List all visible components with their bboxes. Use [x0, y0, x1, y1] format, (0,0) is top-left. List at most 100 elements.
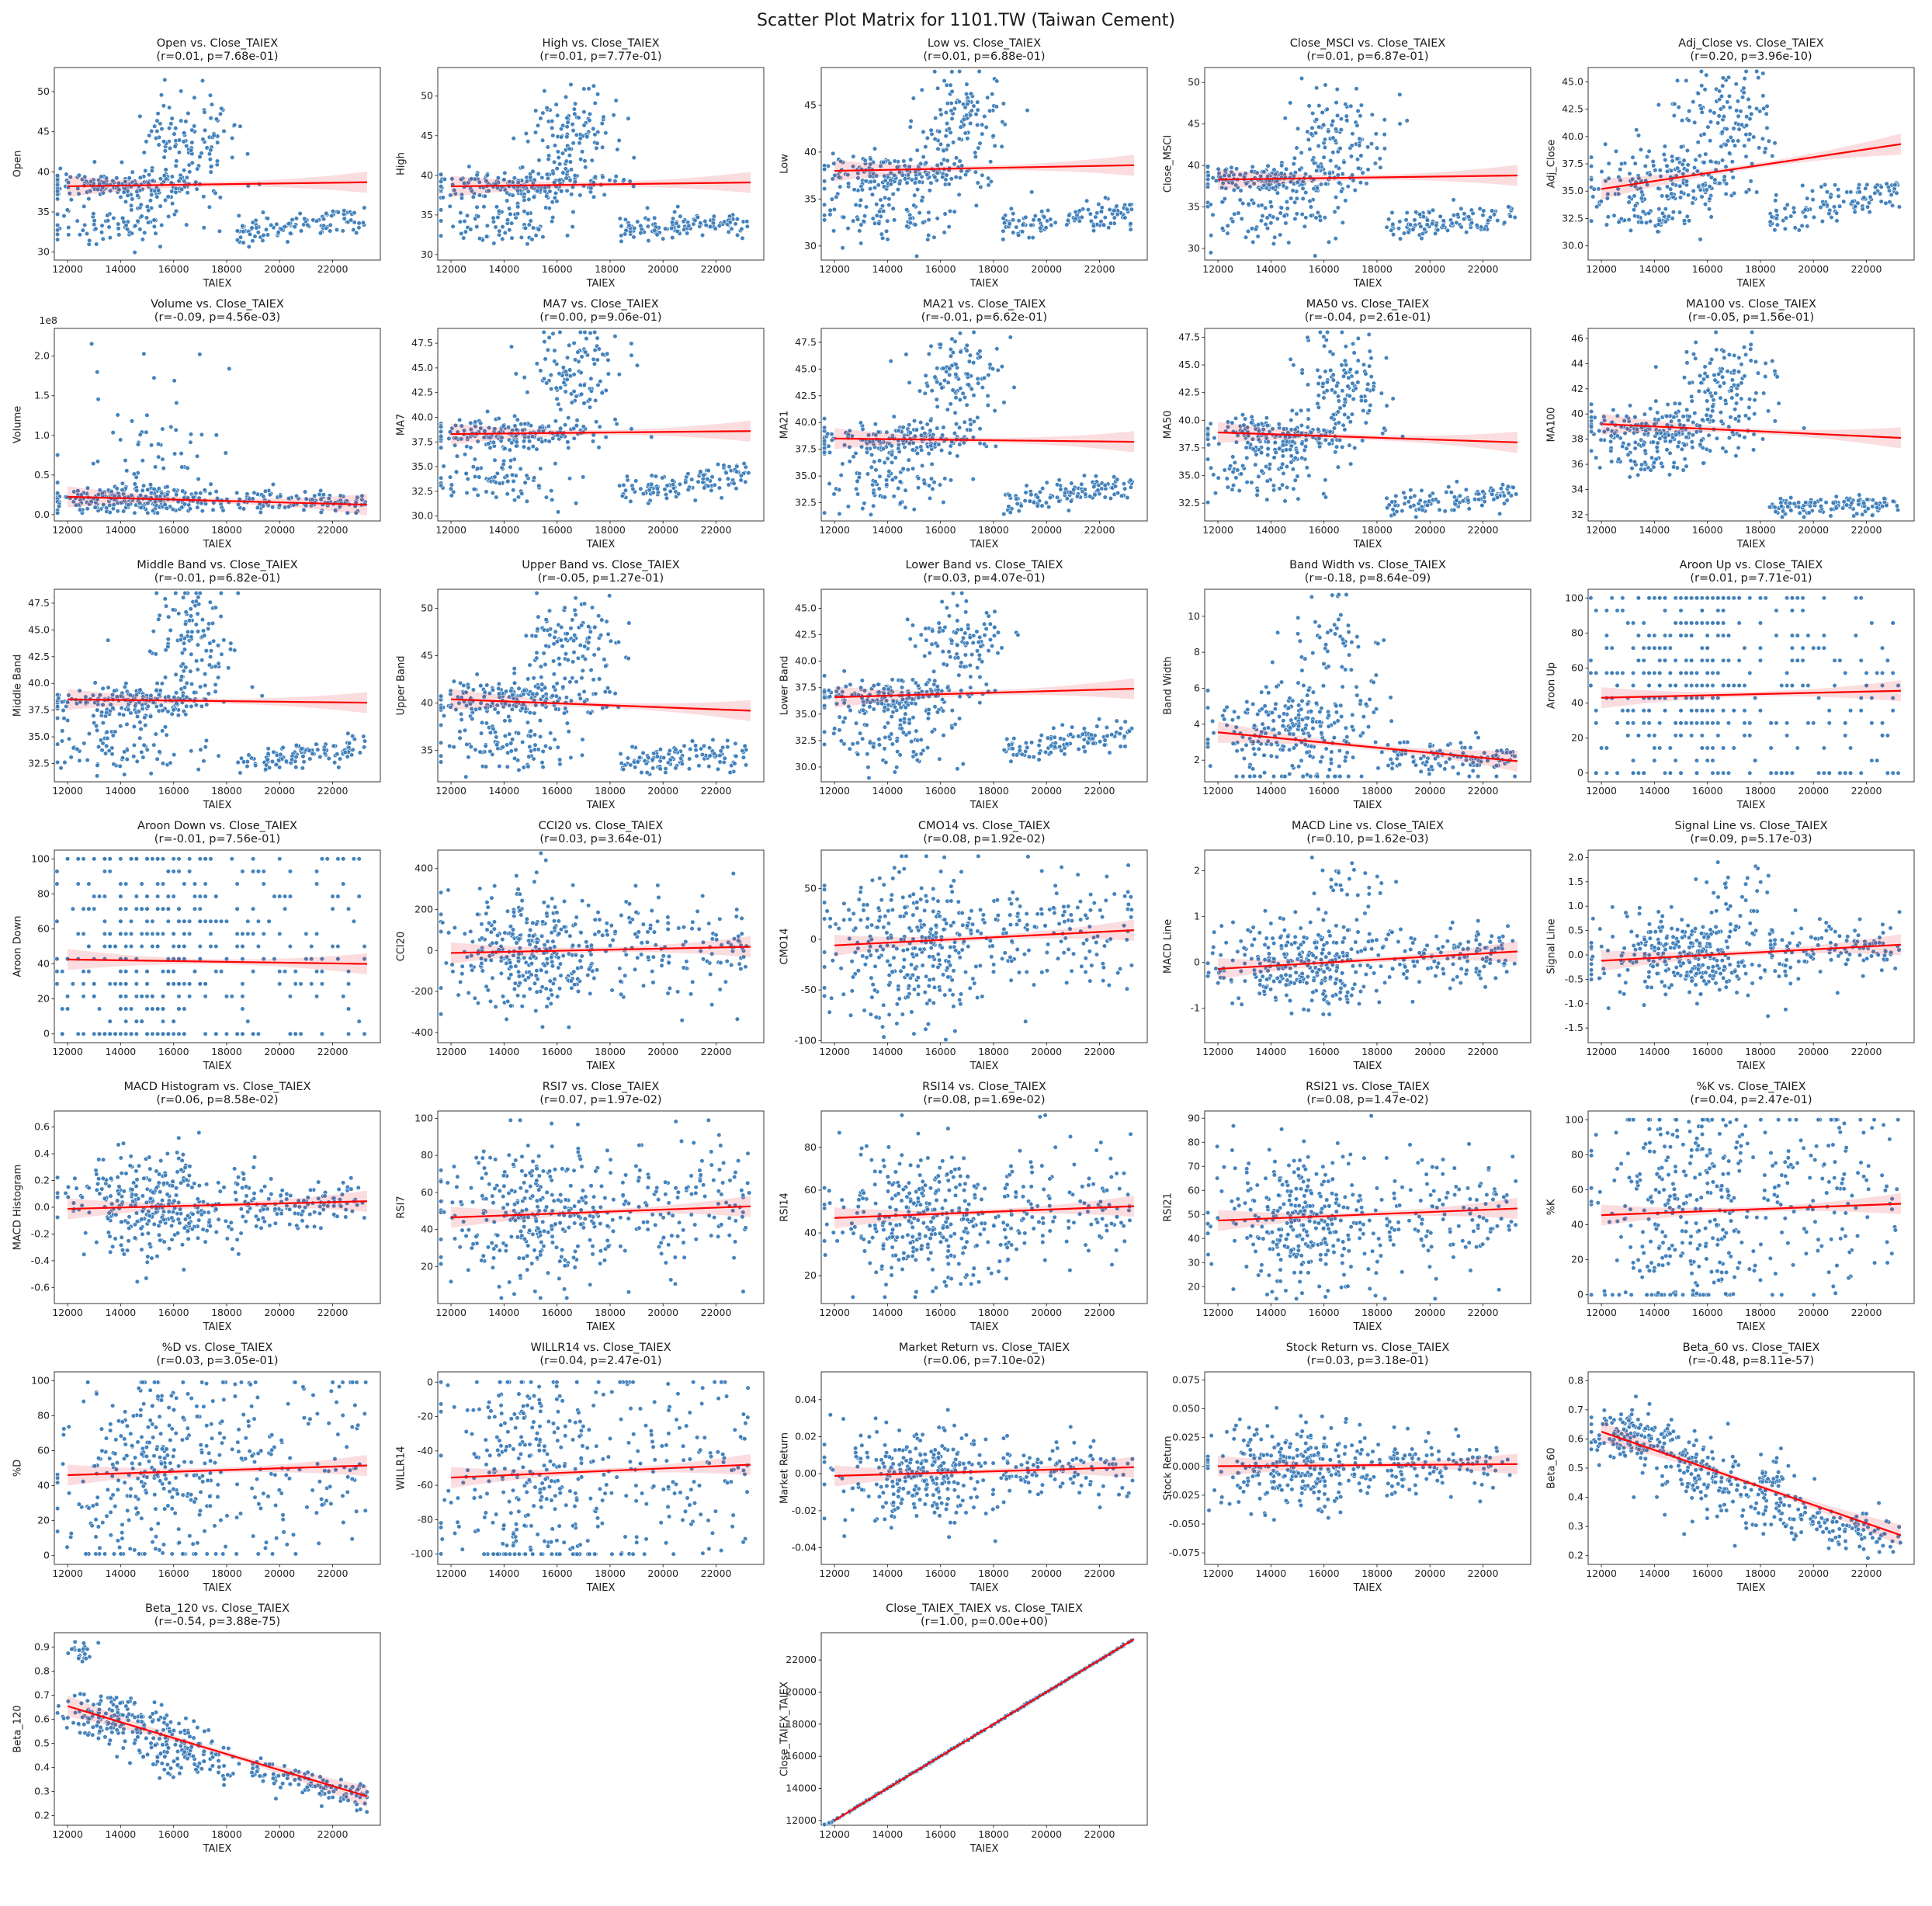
- x-axis-label: TAIEX: [203, 539, 232, 550]
- subplot-title: MACD Histogram vs. Close_TAIEX: [123, 1081, 311, 1093]
- subplot-stats: (r=-0.48, p=8.11e-57): [1687, 1355, 1815, 1367]
- subplot-title: Market Return vs. Close_TAIEX: [898, 1342, 1070, 1354]
- x-axis-label: TAIEX: [969, 1061, 999, 1072]
- subplot-stats: (r=0.08, p=1.92e-02): [923, 833, 1046, 845]
- x-axis-label: TAIEX: [203, 1061, 232, 1072]
- scatter-plot-canvas: [390, 296, 773, 557]
- x-axis-label: TAIEX: [1353, 1321, 1382, 1333]
- subplot-stats: (r=-0.01, p=7.56e-01): [154, 833, 281, 845]
- y-axis-label: Signal Line: [1545, 918, 1558, 974]
- y-axis-label: Close_TAIEX_TAIEX: [779, 1682, 791, 1776]
- subplot-stats: (r=0.04, p=2.47e-01): [539, 1355, 662, 1367]
- subplot-stock-return: Stock Return vs. Close_TAIEX (r=0.03, p=…: [1157, 1339, 1540, 1600]
- y-axis-label: Close_MSCI: [1162, 134, 1174, 193]
- plot-grid: Open vs. Close_TAIEX (r=0.01, p=7.68e-01…: [0, 35, 1932, 1861]
- scatter-plot-canvas: [773, 1339, 1157, 1600]
- subplot-low: Low vs. Close_TAIEX (r=0.01, p=6.88e-01)…: [773, 35, 1157, 296]
- scatter-plot-canvas: [6, 35, 390, 296]
- y-axis-label: Middle Band: [12, 654, 24, 717]
- subplot-stats: (r=1.00, p=0.00e+00): [920, 1616, 1049, 1628]
- x-axis-label: TAIEX: [586, 278, 616, 290]
- scatter-plot-matrix-figure: Scatter Plot Matrix for 1101.TW (Taiwan …: [0, 11, 1932, 1861]
- scatter-plot-canvas: [1540, 557, 1923, 818]
- subplot-title: MA50 vs. Close_TAIEX: [1306, 298, 1430, 311]
- scatter-plot-canvas: [773, 1600, 1157, 1861]
- x-axis-label: TAIEX: [203, 800, 232, 811]
- subplot-aroon-down: Aroon Down vs. Close_TAIEX (r=-0.01, p=7…: [6, 818, 390, 1078]
- x-axis-label: TAIEX: [1353, 1061, 1382, 1072]
- x-axis-label: TAIEX: [1736, 1582, 1766, 1594]
- x-axis-label: TAIEX: [586, 1582, 616, 1594]
- subplot-rsi14: RSI14 vs. Close_TAIEX (r=0.08, p=1.69e-0…: [773, 1078, 1157, 1339]
- x-axis-label: TAIEX: [586, 800, 616, 811]
- scatter-plot-canvas: [390, 35, 773, 296]
- x-axis-label: TAIEX: [1353, 278, 1382, 290]
- subplot-close-msci: Close_MSCI vs. Close_TAIEX (r=0.01, p=6.…: [1157, 35, 1540, 296]
- subplot-title: Aroon Up vs. Close_TAIEX: [1679, 559, 1823, 571]
- subplot-stats: (r=0.01, p=7.77e-01): [539, 50, 662, 63]
- subplot-stats: (r=0.06, p=8.58e-02): [156, 1094, 279, 1106]
- subplot-stats: (r=-0.18, p=8.64e-09): [1304, 572, 1431, 585]
- subplot-title: High vs. Close_TAIEX: [542, 37, 660, 50]
- x-axis-label: TAIEX: [203, 278, 232, 290]
- subplot-stats: (r=0.03, p=3.05e-01): [156, 1355, 279, 1367]
- subplot-title: Open vs. Close_TAIEX: [156, 37, 279, 50]
- scatter-plot-canvas: [390, 557, 773, 818]
- subplot-title: Volume vs. Close_TAIEX: [151, 298, 284, 311]
- scatter-plot-canvas: [773, 818, 1157, 1078]
- x-axis-label: TAIEX: [969, 539, 999, 550]
- subplot-title: Close_TAIEX_TAIEX vs. Close_TAIEX: [886, 1602, 1083, 1615]
- subplot-stats: (r=0.06, p=7.10e-02): [923, 1355, 1046, 1367]
- subplot-stats: (r=0.03, p=3.18e-01): [1306, 1355, 1429, 1367]
- scatter-plot-canvas: [6, 1078, 390, 1339]
- subplot-lower-band: Lower Band vs. Close_TAIEX (r=0.03, p=4.…: [773, 557, 1157, 818]
- subplot-title: Adj_Close vs. Close_TAIEX: [1678, 37, 1824, 50]
- subplot-title: Signal Line vs. Close_TAIEX: [1674, 820, 1828, 832]
- subplot-stats: (r=0.01, p=7.71e-01): [1690, 572, 1812, 585]
- y-axis-label: RSI21: [1162, 1193, 1174, 1222]
- subplot-middle-band: Middle Band vs. Close_TAIEX (r=-0.01, p=…: [6, 557, 390, 818]
- scatter-plot-canvas: [773, 35, 1157, 296]
- subplot-title: WILLR14 vs. Close_TAIEX: [530, 1342, 671, 1354]
- x-axis-label: TAIEX: [969, 1582, 999, 1594]
- y-axis-label: MA21: [779, 410, 791, 439]
- scatter-plot-canvas: [390, 1078, 773, 1339]
- subplot-open: Open vs. Close_TAIEX (r=0.01, p=7.68e-01…: [6, 35, 390, 296]
- y-axis-label: CMO14: [779, 928, 791, 965]
- subplot-ma7: MA7 vs. Close_TAIEX (r=0.00, p=9.06e-01)…: [390, 296, 773, 557]
- subplot-aroon-up: Aroon Up vs. Close_TAIEX (r=0.01, p=7.71…: [1540, 557, 1923, 818]
- x-axis-label: TAIEX: [1353, 800, 1382, 811]
- subplot-stats: (r=0.01, p=6.88e-01): [923, 50, 1046, 63]
- subplot-title: Low vs. Close_TAIEX: [927, 37, 1042, 50]
- subplot-stats: (r=-0.54, p=3.88e-75): [154, 1616, 281, 1628]
- x-axis-label: TAIEX: [203, 1843, 232, 1855]
- subplot-close-taiex-taiex: Close_TAIEX_TAIEX vs. Close_TAIEX (r=1.0…: [773, 1600, 1157, 1861]
- subplot-title: RSI21 vs. Close_TAIEX: [1306, 1081, 1430, 1093]
- subplot-title: CCI20 vs. Close_TAIEX: [538, 820, 664, 832]
- scatter-plot-canvas: [1157, 818, 1540, 1078]
- x-axis-label: TAIEX: [1353, 1582, 1382, 1594]
- subplot-title: MA7 vs. Close_TAIEX: [543, 298, 659, 311]
- x-axis-label: TAIEX: [1736, 1321, 1766, 1333]
- subplot-ma100: MA100 vs. Close_TAIEX (r=-0.05, p=1.56e-…: [1540, 296, 1923, 557]
- x-axis-label: TAIEX: [1353, 539, 1382, 550]
- subplot-stats: (r=-0.05, p=1.56e-01): [1687, 311, 1815, 324]
- subplot-title: MACD Line vs. Close_TAIEX: [1291, 820, 1445, 832]
- subplot-title: Upper Band vs. Close_TAIEX: [522, 559, 680, 571]
- y-axis-label: Lower Band: [779, 655, 791, 716]
- y-axis-label: RSI14: [779, 1193, 791, 1222]
- subplot-stats: (r=0.03, p=4.07e-01): [923, 572, 1046, 585]
- subplot-stats: (r=0.08, p=1.47e-02): [1306, 1094, 1429, 1106]
- y-axis-label: MA100: [1545, 407, 1558, 443]
- y-axis-label: Beta_60: [1545, 1447, 1558, 1489]
- subplot-stats: (r=0.10, p=1.62e-03): [1306, 833, 1429, 845]
- subplot-beta-60: Beta_60 vs. Close_TAIEX (r=-0.48, p=8.11…: [1540, 1339, 1923, 1600]
- x-axis-label: TAIEX: [1736, 1061, 1766, 1072]
- subplot-ma21: MA21 vs. Close_TAIEX (r=-0.01, p=6.62e-0…: [773, 296, 1157, 557]
- subplot-stats: (r=-0.04, p=2.61e-01): [1304, 311, 1431, 324]
- subplot-title: Band Width vs. Close_TAIEX: [1289, 559, 1446, 571]
- scatter-plot-canvas: [6, 1339, 390, 1600]
- subplot-title: CMO14 vs. Close_TAIEX: [917, 820, 1051, 832]
- subplot-high: High vs. Close_TAIEX (r=0.01, p=7.77e-01…: [390, 35, 773, 296]
- y-axis-label: MA7: [395, 413, 408, 436]
